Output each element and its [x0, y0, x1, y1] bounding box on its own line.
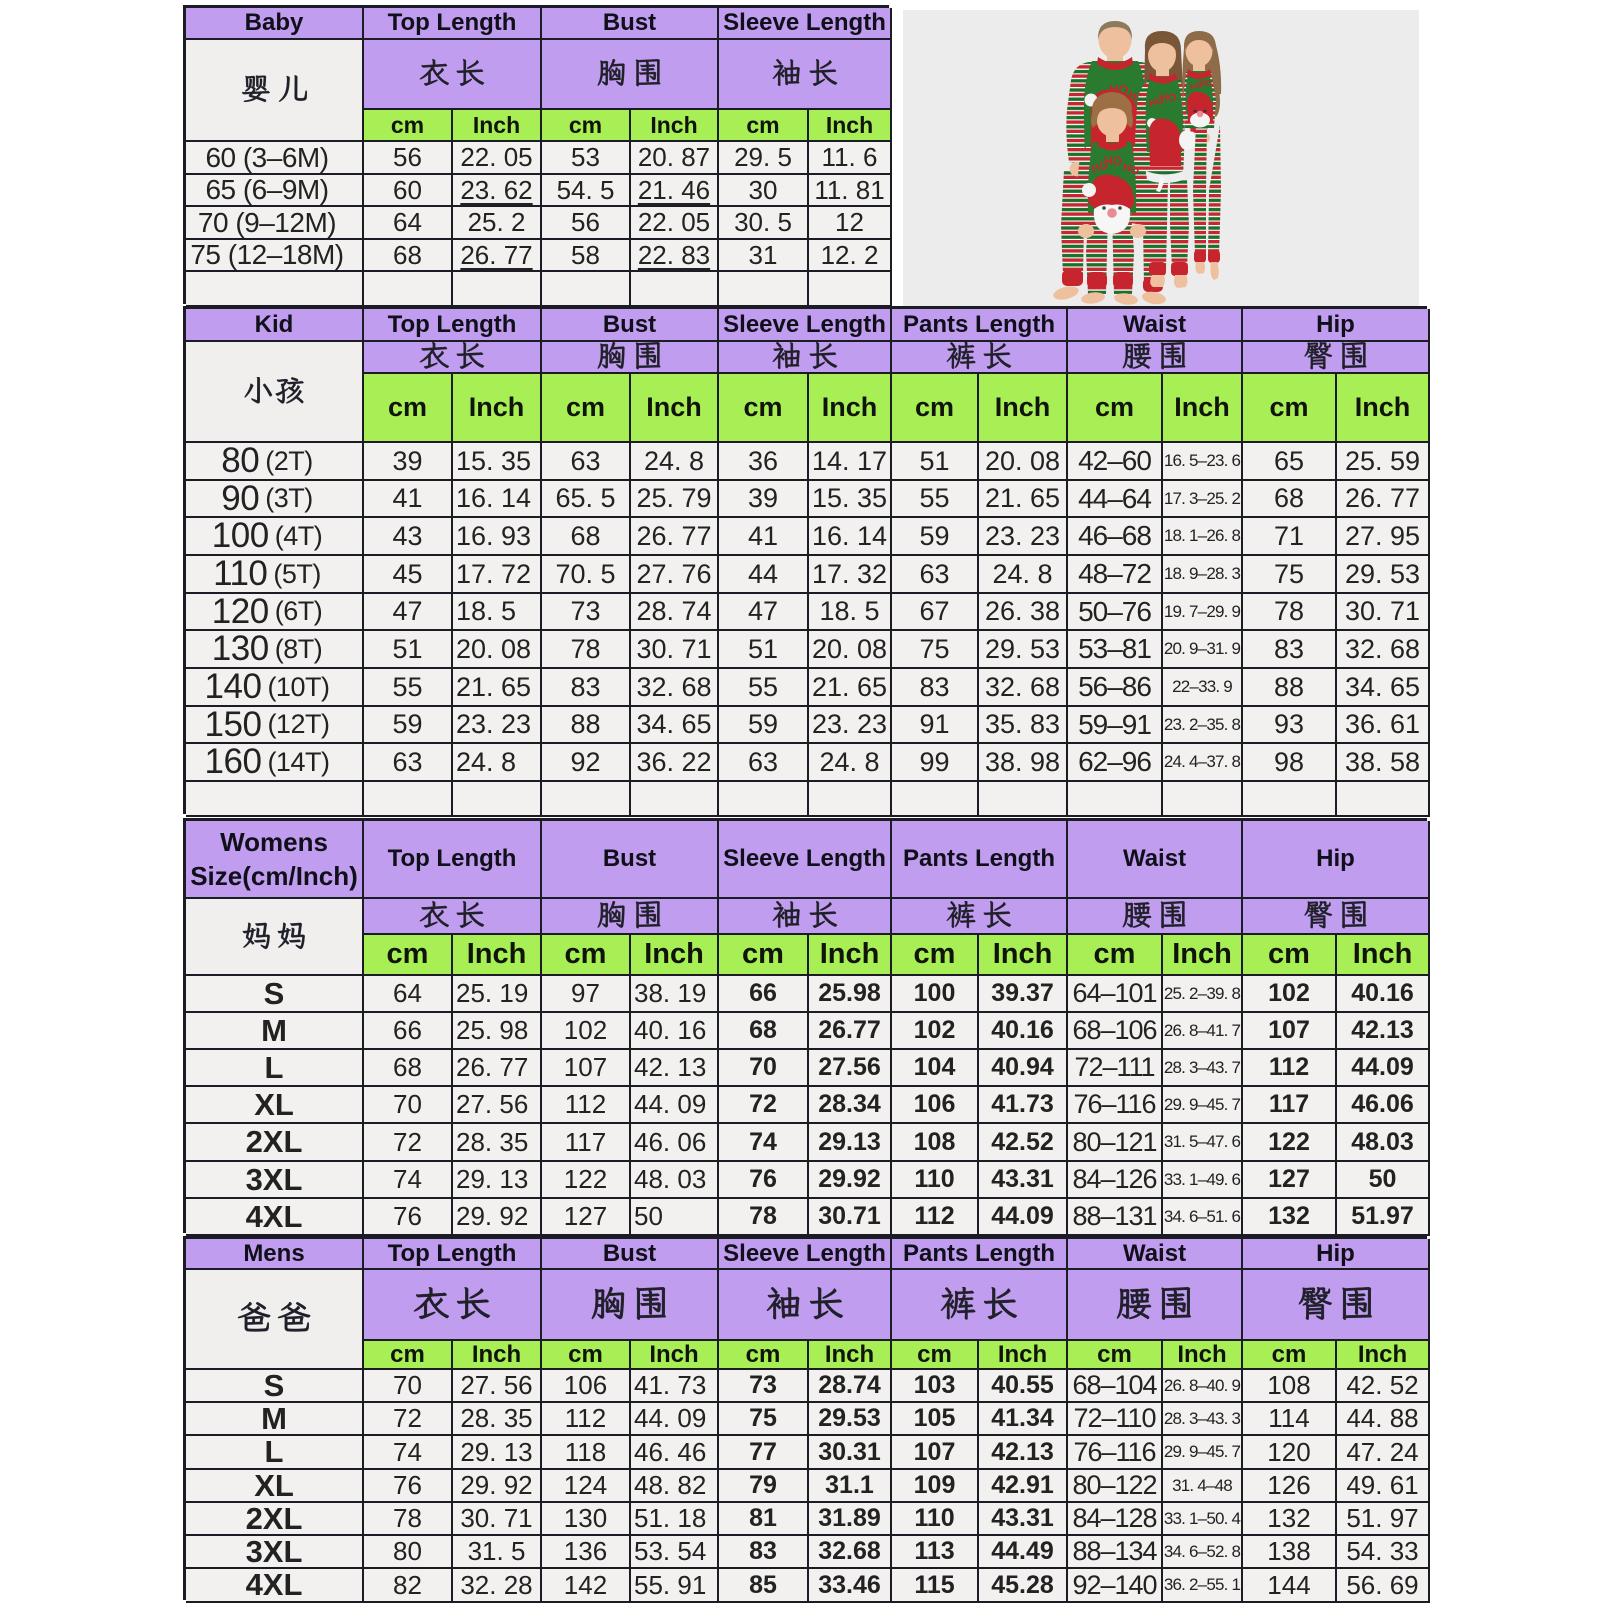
svg-text:HO: HO: [1160, 92, 1177, 104]
svg-text:HO: HO: [1104, 154, 1122, 168]
svg-text:HO: HO: [1148, 95, 1166, 110]
svg-text:HO: HO: [1090, 159, 1110, 176]
svg-text:HO: HO: [1121, 161, 1141, 178]
svg-text:HO: HO: [1199, 78, 1212, 88]
svg-text:HO: HO: [1189, 80, 1203, 92]
